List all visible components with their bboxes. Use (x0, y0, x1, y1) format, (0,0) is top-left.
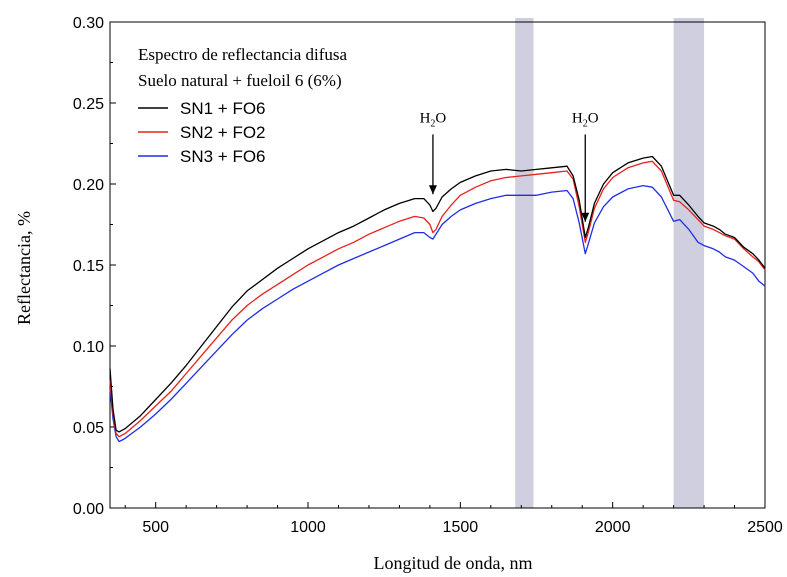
chart-title: Espectro de reflectancia difusa (138, 45, 348, 64)
y-axis-label: Reflectancia, % (14, 211, 34, 325)
legend: SN1 + FO6 SN2 + FO2 SN3 + FO6 (138, 99, 266, 166)
plot-frame (109, 21, 766, 509)
water-annotation-label: H2O (420, 110, 447, 129)
series-lines (109, 155, 766, 443)
y-tick-label: 0.30 (73, 15, 104, 32)
x-tick-label: 1500 (443, 519, 479, 536)
legend-label: SN1 + FO6 (180, 99, 266, 118)
legend-label: SN3 + FO6 (180, 147, 266, 166)
y-tick-label: 0.10 (73, 339, 104, 356)
x-tick-label: 1000 (290, 519, 326, 536)
absorption-band-2 (673, 18, 705, 508)
x-tick-label: 2000 (595, 519, 631, 536)
annotation-arrow-head (428, 185, 437, 195)
absorption-bands (515, 18, 705, 508)
series-line-sn1-fo6 (109, 155, 766, 433)
y-tick-label: 0.00 (73, 501, 104, 518)
annotations: H2O H2O (420, 110, 599, 222)
series-line-sn3-fo6 (109, 184, 766, 443)
annotation-arrow-head (581, 212, 590, 222)
x-tick-label: 2500 (747, 519, 783, 536)
series-line-sn2-fo2 (109, 160, 766, 438)
y-tick-label: 0.25 (73, 96, 104, 113)
x-axis: 500 1000 1500 2000 2500 (124, 502, 783, 536)
absorption-band-1 (515, 18, 534, 508)
chart-subtitle: Suelo natural + fueloil 6 (6%) (138, 71, 342, 90)
legend-label: SN2 + FO2 (180, 123, 266, 142)
water-annotation-label: H2O (572, 110, 599, 129)
y-tick-label: 0.20 (73, 177, 104, 194)
y-axis: 0.00 0.05 0.10 0.15 0.20 0.25 0.30 (73, 15, 116, 518)
y-tick-label: 0.05 (73, 420, 104, 437)
y-tick-label: 0.15 (73, 258, 104, 275)
x-tick-label: 500 (142, 519, 169, 536)
x-axis-label: Longitud de onda, nm (374, 553, 533, 573)
